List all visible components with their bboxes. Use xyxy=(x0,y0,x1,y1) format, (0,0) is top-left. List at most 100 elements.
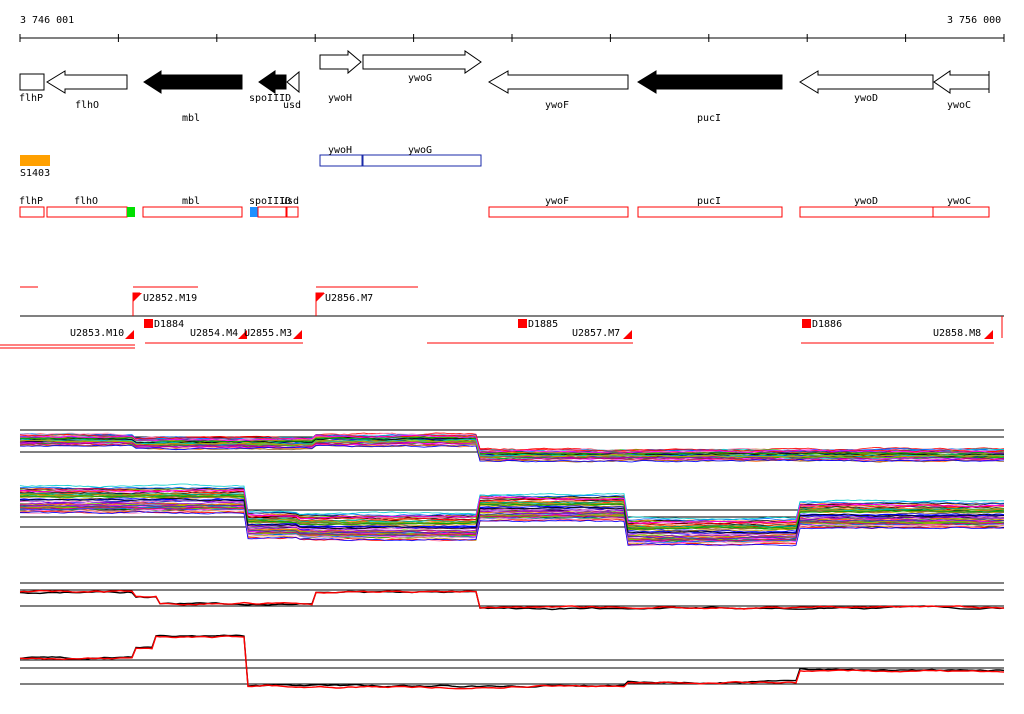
feature-label-S1403: S1403 xyxy=(20,168,50,179)
expression-trace xyxy=(20,492,1005,529)
gene-label-spoIIID: spoIIID xyxy=(249,93,291,104)
ruler-start-label: 3 746 001 xyxy=(20,15,74,26)
gene-label-ywoD: ywoD xyxy=(854,93,878,104)
red-box-label-usd: usd xyxy=(281,196,299,207)
transcript-end-U2855 xyxy=(293,330,302,339)
transcript-label-U2856[interactable]: U2856.M7 xyxy=(325,293,373,304)
expression-trace xyxy=(19,502,1004,539)
transcript-end-U2853 xyxy=(125,330,134,339)
expression-trace xyxy=(19,442,1005,462)
orange-feature-track: S1403 xyxy=(20,155,50,179)
expression-panel-1 xyxy=(19,429,1005,463)
expression-trace xyxy=(19,498,1005,534)
transcript-mark-D1886 xyxy=(802,319,811,328)
blue-box-ywoG[interactable] xyxy=(362,154,482,167)
expression-trace xyxy=(19,635,1005,690)
blue-box-track: ywoH ywoG xyxy=(319,145,482,167)
gene-label-ywoH: ywoH xyxy=(328,93,352,104)
gene-flhP[interactable] xyxy=(19,73,45,91)
gene-ywoC[interactable] xyxy=(933,70,990,94)
ruler-end-label: 3 756 000 xyxy=(947,15,1001,26)
transcript-label-D1884[interactable]: D1884 xyxy=(154,319,184,330)
gene-flhO[interactable] xyxy=(46,70,128,94)
transcript-label-U2855[interactable]: U2855.M3 xyxy=(244,328,292,339)
red-box-ywoF[interactable] xyxy=(488,206,629,218)
expression-trace xyxy=(19,489,1005,525)
ruler-ticks xyxy=(19,34,1005,42)
transcript-label-U2852[interactable]: U2852.M19 xyxy=(143,293,197,304)
expression-trace xyxy=(19,504,1005,540)
expression-trace xyxy=(19,489,1005,524)
transcript-flag-U2852 xyxy=(133,293,142,302)
expression-panel-2 xyxy=(19,483,1005,547)
red-box-ywoD[interactable] xyxy=(799,206,934,218)
expression-trace xyxy=(19,589,1005,610)
expression-panel-4 xyxy=(19,634,1005,690)
expression-panel-3 xyxy=(19,582,1005,611)
red-box-label-flhO: flhO xyxy=(74,196,98,207)
expression-trace xyxy=(19,491,1005,526)
transcript-end-U2854 xyxy=(238,330,247,339)
red-box-track: flhP flhO mbl spoIIID usd ywoF pucI ywoD… xyxy=(19,196,990,218)
expression-trace xyxy=(19,506,1005,542)
red-box-flhP[interactable] xyxy=(19,206,45,218)
expression-trace xyxy=(19,486,1005,522)
gene-label-mbl: mbl xyxy=(182,113,200,124)
feature-S1403[interactable] xyxy=(20,155,50,166)
expression-trace xyxy=(20,509,1005,544)
expression-trace xyxy=(19,444,1005,463)
transcript-flag-U2856 xyxy=(316,293,325,302)
red-box-label-ywoC: ywoC xyxy=(947,196,971,207)
red-box-label-ywoD: ywoD xyxy=(854,196,878,207)
red-box-spoIIID[interactable] xyxy=(257,206,287,218)
gene-label-flhP: flhP xyxy=(19,93,43,104)
blue-mark xyxy=(250,207,258,217)
expression-trace xyxy=(19,483,1005,521)
gene-pucI[interactable] xyxy=(637,70,783,94)
red-box-flhO[interactable] xyxy=(46,206,128,218)
expression-trace xyxy=(19,439,1005,459)
expression-trace xyxy=(20,511,1005,547)
transcript-end-U2858 xyxy=(984,330,993,339)
panel3-traces xyxy=(19,589,1005,611)
gene-ywoF[interactable] xyxy=(488,70,629,94)
red-box-mbl[interactable] xyxy=(142,206,243,218)
panel2-traces xyxy=(19,483,1005,547)
transcript-label-D1886[interactable]: D1886 xyxy=(812,319,842,330)
gene-mbl[interactable] xyxy=(143,70,243,94)
red-box-label-mbl: mbl xyxy=(182,196,200,207)
expression-trace xyxy=(19,434,1004,454)
expression-trace xyxy=(19,501,1005,538)
transcript-label-U2858[interactable]: U2858.M8 xyxy=(933,328,981,339)
panel1-traces xyxy=(19,432,1005,463)
transcript-track: U2852.M19 U2856.M7 U2853.M10 D1884 U2854… xyxy=(0,286,1004,349)
transcript-label-U2854[interactable]: U2854.M4 xyxy=(190,328,238,339)
red-box-pucI[interactable] xyxy=(637,206,783,218)
coordinate-ruler: 3 746 001 3 756 000 xyxy=(19,15,1005,42)
panel4-traces xyxy=(19,634,1005,690)
green-mark xyxy=(127,207,135,217)
gene-ywoH[interactable] xyxy=(319,49,362,75)
expression-trace xyxy=(19,497,1005,534)
red-box-ywoC[interactable] xyxy=(932,206,990,218)
gene-label-ywoF: ywoF xyxy=(545,100,569,111)
blue-box-label-ywoH: ywoH xyxy=(328,145,352,156)
transcript-label-D1885[interactable]: D1885 xyxy=(528,319,558,330)
red-box-label-spoIIID: spoIIID xyxy=(249,196,291,207)
gene-label-pucI: pucI xyxy=(697,113,721,124)
gene-ywoD[interactable] xyxy=(799,70,934,94)
red-box-label-ywoF: ywoF xyxy=(545,196,569,207)
blue-box-ywoH[interactable] xyxy=(319,154,363,167)
gene-ywoG[interactable] xyxy=(362,50,482,74)
gene-spoIIID[interactable] xyxy=(258,70,287,94)
red-box-usd[interactable] xyxy=(286,206,299,218)
transcript-label-U2857[interactable]: U2857.M7 xyxy=(572,328,620,339)
transcript-mark-D1884 xyxy=(144,319,153,328)
transcript-end-U2857 xyxy=(623,330,632,339)
gene-label-flhO: flhO xyxy=(75,100,99,111)
red-box-label-pucI: pucI xyxy=(697,196,721,207)
gene-usd[interactable] xyxy=(286,70,300,94)
gene-track: flhP flhO mbl spoIIID usd ywoH ywoG ywoF… xyxy=(19,49,990,124)
transcript-label-U2853[interactable]: U2853.M10 xyxy=(70,328,124,339)
